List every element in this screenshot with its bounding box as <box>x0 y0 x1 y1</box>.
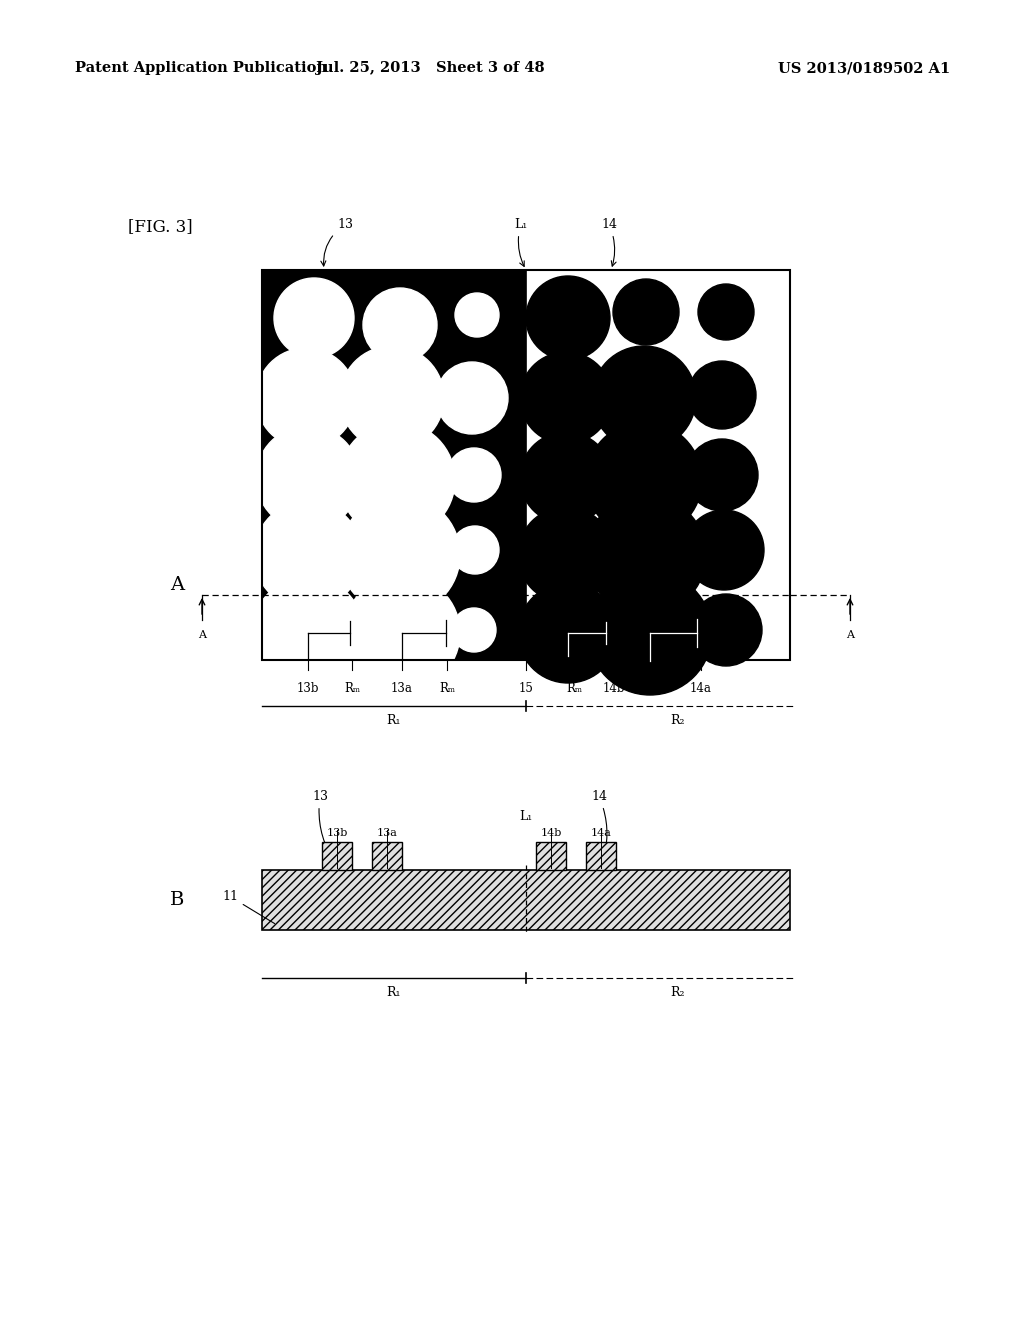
Text: 13: 13 <box>312 789 335 862</box>
Text: Jul. 25, 2013   Sheet 3 of 48: Jul. 25, 2013 Sheet 3 of 48 <box>315 61 545 75</box>
Circle shape <box>592 346 696 450</box>
Circle shape <box>518 583 618 682</box>
Text: B: B <box>170 891 184 909</box>
Circle shape <box>520 432 612 524</box>
Circle shape <box>518 507 614 603</box>
Circle shape <box>436 362 508 434</box>
Bar <box>372 842 402 870</box>
Text: R₁: R₁ <box>387 986 401 999</box>
Circle shape <box>686 440 758 511</box>
Circle shape <box>362 288 437 362</box>
Bar <box>262 271 526 660</box>
Circle shape <box>256 348 356 447</box>
Bar <box>586 842 616 870</box>
Circle shape <box>339 422 455 539</box>
Text: [FIG. 3]: [FIG. 3] <box>128 218 193 235</box>
Circle shape <box>252 577 364 689</box>
Text: 13b: 13b <box>297 682 319 696</box>
Text: US 2013/0189502 A1: US 2013/0189502 A1 <box>778 61 950 75</box>
Text: R₂: R₂ <box>671 986 685 999</box>
Circle shape <box>526 276 610 360</box>
Bar <box>536 842 566 870</box>
Text: A: A <box>198 630 206 640</box>
Text: Rₘ: Rₘ <box>439 682 455 696</box>
Text: L₁: L₁ <box>514 218 527 267</box>
Text: A: A <box>170 576 184 594</box>
Bar <box>262 870 790 931</box>
Circle shape <box>452 609 496 652</box>
Text: 13a: 13a <box>377 828 397 838</box>
Circle shape <box>254 502 362 609</box>
Text: 14b: 14b <box>603 682 626 696</box>
Text: 13b: 13b <box>327 828 348 838</box>
Text: 13: 13 <box>321 218 353 267</box>
Text: Rₘ: Rₘ <box>653 682 669 696</box>
Circle shape <box>684 510 764 590</box>
Text: Rₘ: Rₘ <box>344 682 360 696</box>
Circle shape <box>447 447 501 502</box>
Circle shape <box>451 525 499 574</box>
Bar <box>526 271 790 660</box>
Circle shape <box>274 279 354 358</box>
Text: L₁: L₁ <box>519 810 532 822</box>
Circle shape <box>586 422 702 539</box>
Text: 13a: 13a <box>391 682 413 696</box>
Circle shape <box>588 572 712 696</box>
Text: 14a: 14a <box>690 682 712 696</box>
Circle shape <box>256 426 360 531</box>
Circle shape <box>340 495 460 615</box>
Circle shape <box>455 293 499 337</box>
Circle shape <box>698 284 754 341</box>
Text: A: A <box>846 630 854 640</box>
Circle shape <box>344 576 460 690</box>
Bar <box>322 842 352 870</box>
Text: R₂: R₂ <box>671 714 685 727</box>
Bar <box>262 271 790 660</box>
Text: Patent Application Publication: Patent Application Publication <box>75 61 327 75</box>
Text: 14a: 14a <box>591 828 611 838</box>
Circle shape <box>690 594 762 667</box>
Circle shape <box>520 352 612 444</box>
Text: 14: 14 <box>601 218 617 267</box>
Text: 15: 15 <box>518 682 534 696</box>
Circle shape <box>340 346 444 450</box>
Circle shape <box>688 360 756 429</box>
Text: 11: 11 <box>222 890 274 924</box>
Text: 14: 14 <box>591 789 607 861</box>
Text: R₁: R₁ <box>387 714 401 727</box>
Circle shape <box>586 495 706 615</box>
Text: 14b: 14b <box>541 828 562 838</box>
Text: Rₘ: Rₘ <box>566 682 582 696</box>
Circle shape <box>613 279 679 345</box>
